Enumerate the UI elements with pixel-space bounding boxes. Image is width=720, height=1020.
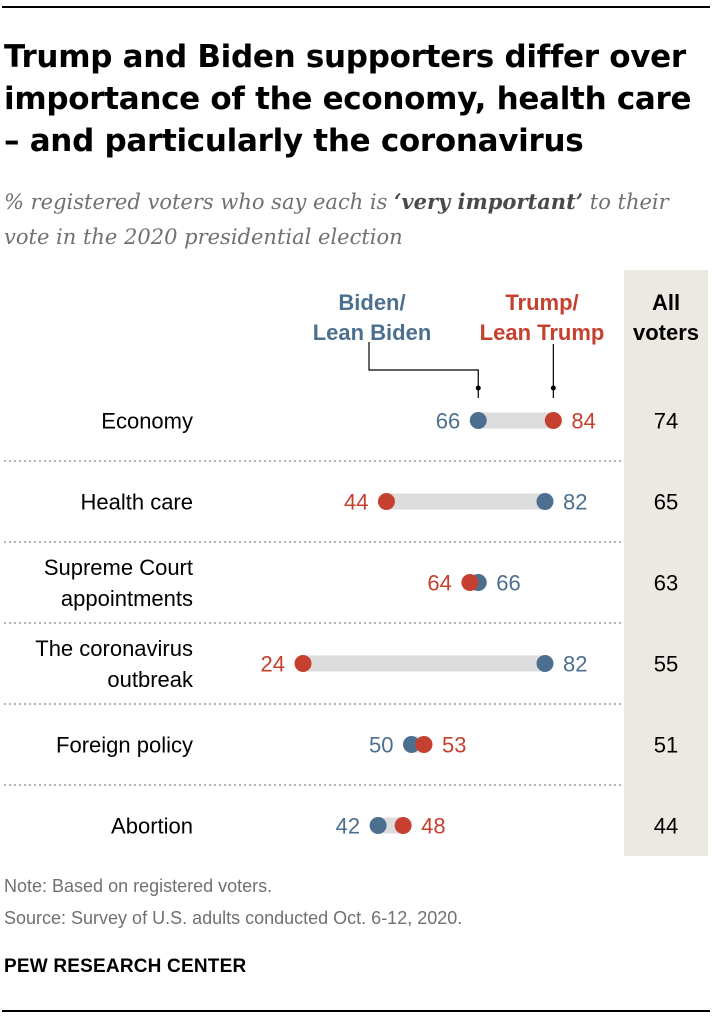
- biden-value-label: 66: [496, 571, 520, 596]
- biden-dot: [536, 655, 554, 672]
- biden-value-label: 50: [369, 733, 393, 758]
- legend-biden-leader-line: [368, 342, 479, 398]
- trump-value-label: 64: [427, 571, 451, 596]
- trump-dot: [394, 817, 412, 834]
- category-label: Supreme Court: [44, 555, 193, 580]
- all-voters-value: 55: [654, 652, 678, 677]
- biden-value-label: 42: [336, 814, 360, 839]
- biden-dot: [469, 412, 487, 429]
- category-label: Abortion: [111, 814, 193, 839]
- top-rule: [2, 6, 710, 8]
- all-voters-value: 51: [654, 733, 678, 758]
- all-voters-value: 44: [654, 814, 678, 839]
- trump-dot: [294, 655, 312, 672]
- org-logo-text: PEW RESEARCH CENTER: [4, 956, 247, 977]
- trump-value-label: 44: [344, 490, 368, 515]
- all-voters-value: 65: [654, 490, 678, 515]
- chart-subtitle: % registered voters who say each is ‘ver…: [4, 184, 714, 255]
- biden-dot: [369, 817, 387, 834]
- note-text: Note: Based on registered voters.: [4, 876, 273, 896]
- range-bar: [303, 655, 545, 672]
- trump-dot: [544, 412, 562, 429]
- subtitle-suffix: to their vote in the 2020 presidential e…: [4, 190, 669, 249]
- source-text: Source: Survey of U.S. adults conducted …: [4, 908, 463, 928]
- category-label: Foreign policy: [56, 733, 193, 758]
- biden-value-label: 66: [436, 409, 460, 434]
- category-label: The coronavirus: [35, 636, 193, 661]
- legend-trump-label: Trump/: [505, 290, 578, 315]
- legend-all-voters-label: voters: [633, 320, 699, 345]
- trump-value-label: 84: [571, 409, 595, 434]
- dot-range-chart: Biden/Lean Biden Trump/Lean Trump All voter…: [4, 270, 708, 856]
- legend-biden-label: Biden/: [338, 290, 405, 315]
- trump-value-label: 24: [261, 652, 285, 677]
- biden-value-label: 82: [563, 490, 587, 515]
- subtitle-prefix: % registered voters who say each is: [4, 190, 395, 214]
- legend-trump-leader-dot: [550, 385, 556, 391]
- trump-dot: [377, 493, 395, 510]
- range-bar: [386, 493, 545, 510]
- range-bar: [478, 412, 554, 429]
- trump-dot: [461, 574, 479, 591]
- all-voters-column-bg: [624, 270, 708, 856]
- trump-value-label: 53: [442, 733, 466, 758]
- biden-value-label: 82: [563, 652, 587, 677]
- biden-dot: [402, 736, 420, 753]
- subtitle-emphasis: ‘very important’: [394, 189, 584, 214]
- trump-dot: [415, 736, 433, 753]
- category-label: appointments: [61, 586, 193, 611]
- legend-all-voters-label: All: [652, 290, 680, 315]
- all-voters-value: 63: [654, 571, 678, 596]
- all-voters-value: 74: [654, 409, 678, 434]
- trump-value-label: 48: [421, 814, 445, 839]
- legend-trump-label: Lean Trump: [480, 320, 605, 345]
- biden-dot: [536, 493, 554, 510]
- chart-title: Trump and Biden supporters differ over i…: [4, 39, 692, 159]
- legend-biden-label: Lean Biden: [313, 320, 432, 345]
- category-label: Economy: [101, 409, 193, 434]
- category-label: Health care: [80, 490, 193, 515]
- bottom-rule: [2, 1010, 710, 1012]
- category-label: outbreak: [107, 667, 194, 692]
- legend-biden-leader-dot: [475, 385, 481, 391]
